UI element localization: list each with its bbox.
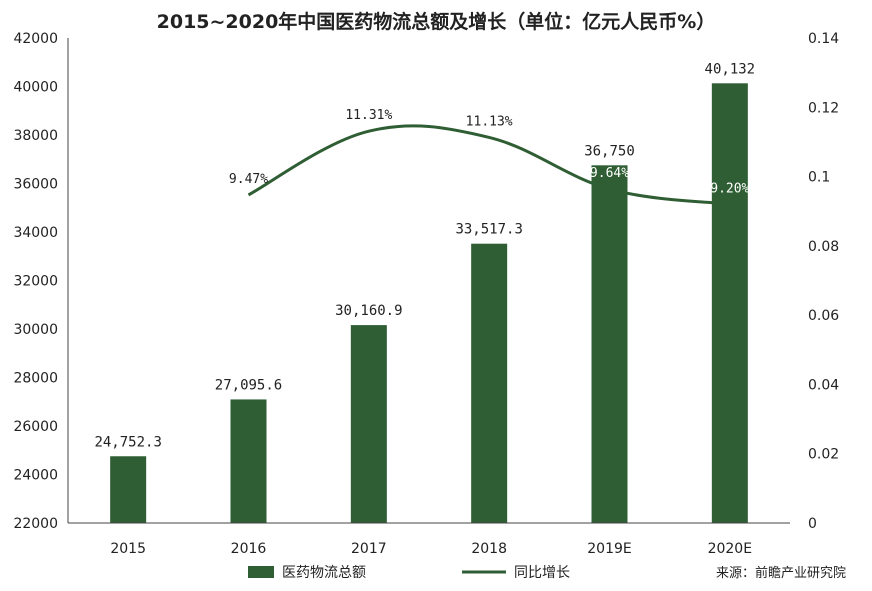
left-tick-label: 26000 <box>13 419 58 435</box>
bar-value-label: 30,160.9 <box>335 303 402 319</box>
bar-value-label: 40,132 <box>705 61 756 77</box>
legend-bar-swatch <box>248 566 274 578</box>
left-tick-label: 22000 <box>13 516 58 532</box>
bar-2018 <box>471 243 508 523</box>
left-axis: 22000 24000 26000 28000 30000 32000 34000 36000… <box>13 31 69 532</box>
right-tick-label: 0.04 <box>808 377 839 393</box>
growth-value-label: 9.64% <box>590 166 629 181</box>
x-tick-label: 2016 <box>231 541 267 557</box>
left-tick-label: 24000 <box>13 468 58 484</box>
left-tick-label: 34000 <box>13 225 58 241</box>
chart-title: 2015~2020年中国医药物流总额及增长（单位：亿元人民币%） <box>157 10 716 33</box>
x-tick-label: 2020E <box>708 541 752 557</box>
legend-line-label: 同比增长 <box>514 565 570 581</box>
bar-2016 <box>230 399 267 523</box>
bar-series: 24,752.3 27,095.6 30,160.9 33,517.3 36,750 40… <box>94 61 755 523</box>
bar-2015 <box>110 456 147 523</box>
x-axis: 2015 2016 2017 2018 2019E 2020E <box>68 522 790 557</box>
legend-bar-label: 医药物流总额 <box>282 565 366 581</box>
bar-2019E <box>591 165 628 523</box>
bar-value-label: 33,517.3 <box>455 222 522 238</box>
x-tick-label: 2019E <box>587 541 631 557</box>
line-series: 9.47% 11.31% 11.13% 9.64% 9.20% <box>229 108 750 206</box>
left-tick-label: 28000 <box>13 371 58 387</box>
right-tick-label: 0.12 <box>808 100 839 116</box>
left-tick-label: 36000 <box>13 177 58 193</box>
growth-value-label: 9.20% <box>710 181 749 196</box>
left-tick-label: 42000 <box>13 31 58 47</box>
x-tick-label: 2015 <box>110 541 146 557</box>
right-tick-label: 0.14 <box>808 31 839 47</box>
growth-value-label: 11.13% <box>466 114 513 129</box>
left-tick-label: 32000 <box>13 274 58 290</box>
bar-value-label: 27,095.6 <box>215 377 282 393</box>
bar-2017 <box>350 325 387 523</box>
x-tick-label: 2018 <box>471 541 507 557</box>
left-tick-label: 40000 <box>13 80 58 96</box>
left-tick-label: 38000 <box>13 128 58 144</box>
growth-value-label: 11.31% <box>345 108 392 123</box>
growth-value-label: 9.47% <box>229 172 268 187</box>
right-tick-label: 0.08 <box>808 239 839 255</box>
right-tick-label: 0.06 <box>808 308 839 324</box>
left-tick-label: 30000 <box>13 322 58 338</box>
right-tick-label: 0.02 <box>808 447 839 463</box>
bar-2020E <box>711 83 748 523</box>
legend: 医药物流总额 同比增长 <box>248 565 570 581</box>
right-axis: 0 0.02 0.04 0.06 0.08 0.1 0.12 0.14 <box>808 31 839 532</box>
right-tick-label: 0 <box>808 516 817 532</box>
right-tick-label: 0.1 <box>808 170 830 186</box>
source-note: 来源：前瞻产业研究院 <box>716 565 846 581</box>
bar-value-label: 24,752.3 <box>94 434 161 450</box>
bar-value-label: 36,750 <box>584 143 635 159</box>
growth-line <box>247 124 731 206</box>
x-tick-label: 2017 <box>351 541 387 557</box>
